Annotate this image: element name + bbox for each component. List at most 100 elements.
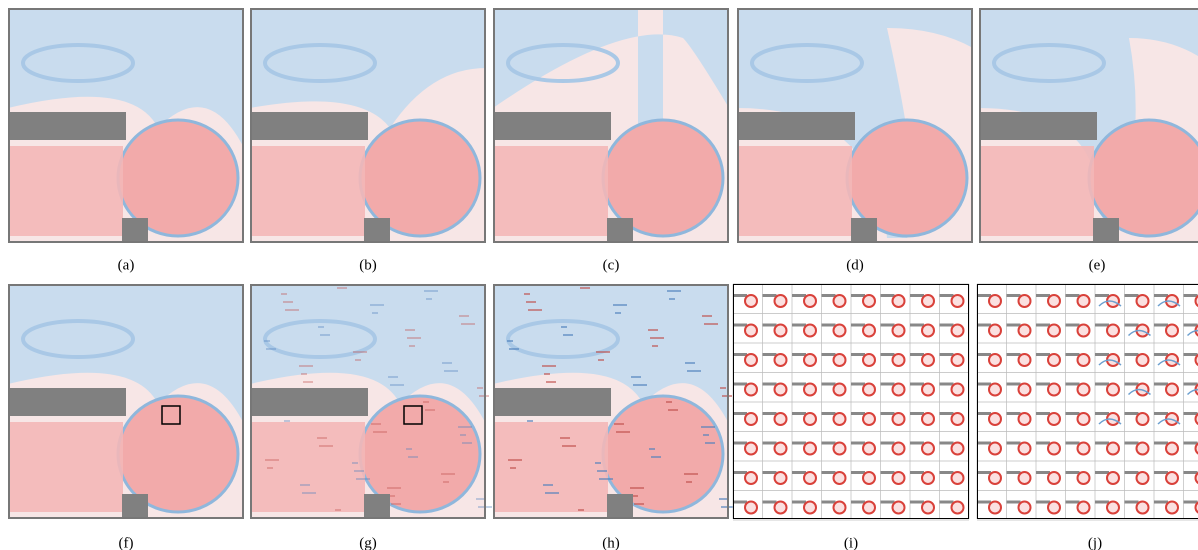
mini-vortex [745,384,757,396]
mini-obstacle [733,383,747,386]
mini-vortex [775,295,787,307]
mini-obstacle [1066,471,1080,474]
obstacle-bar [493,388,611,416]
mini-obstacle [1184,471,1198,474]
mini-obstacle [1125,471,1139,474]
mini-obstacle [1066,324,1080,327]
noise [264,340,270,342]
obstacle-bar [250,112,368,140]
red-region [979,146,1094,236]
noise [650,337,664,339]
mini-obstacle [792,383,806,386]
mini-vortex [1107,384,1119,396]
mini-vortex [989,354,1001,366]
obstacle-bar [8,388,126,416]
mini-vortex [834,443,846,455]
mini-obstacle [1154,324,1168,327]
mini-obstacle [1154,294,1168,297]
mini-obstacle [1095,294,1109,297]
noise [508,459,522,461]
obstacle-bar [737,112,855,140]
noise [443,481,449,483]
mini-obstacle [763,353,777,356]
mini-obstacle [1184,383,1198,386]
mini-vortex [922,354,934,366]
mini-obstacle [851,383,865,386]
obstacle-bar [250,388,368,416]
mini-vortex [989,295,1001,307]
mini-obstacle [792,471,806,474]
subfigure-label: (a) [118,257,135,273]
mini-vortex [1078,443,1090,455]
noise [543,484,553,486]
noise [686,481,692,483]
noise [668,409,678,411]
noise [356,478,370,480]
mini-obstacle [1095,471,1109,474]
mini-vortex [1019,443,1031,455]
mini-vortex [1078,384,1090,396]
mini-obstacle [792,442,806,445]
mini-obstacle [822,412,836,415]
noise [320,334,330,336]
noise [634,503,644,505]
mini-vortex [804,472,816,484]
noise [300,484,310,486]
mini-vortex [863,413,875,425]
noise [687,370,701,372]
mini-obstacle [733,442,747,445]
mini-obstacle [881,294,895,297]
mini-obstacle [1066,294,1080,297]
mini-obstacle [940,353,954,356]
noise [423,401,429,403]
mini-obstacle [881,442,895,445]
mini-vortex [1078,413,1090,425]
mini-vortex [952,325,964,337]
mini-obstacle [763,501,777,504]
mini-vortex [1107,502,1119,514]
mini-obstacle [940,412,954,415]
mini-obstacle [763,324,777,327]
mini-vortex [1137,443,1149,455]
mini-obstacle [977,442,991,445]
noise [461,323,475,325]
noise [614,423,624,425]
mini-obstacle [1007,324,1021,327]
mini-vortex [893,443,905,455]
red-region [250,146,365,236]
noise [705,442,715,444]
noise [510,467,516,469]
noise [509,348,519,350]
mini-vortex [1019,295,1031,307]
noise [562,445,576,447]
obstacle-block [607,494,633,519]
mini-obstacle [763,471,777,474]
mini-vortex [893,295,905,307]
mini-vortex [745,443,757,455]
mini-obstacle [822,471,836,474]
subfigure [8,284,244,519]
mini-obstacle [910,471,924,474]
mini-obstacle [1184,324,1198,327]
mini-vortex [989,443,1001,455]
mini-vortex [745,354,757,366]
mini-obstacle [1154,412,1168,415]
noise [409,345,415,347]
subfigure-label: (j) [1088,535,1102,550]
mini-obstacle [851,324,865,327]
subfigure-label: (d) [846,257,864,273]
mini-vortex [952,472,964,484]
mini-vortex [1137,472,1149,484]
noise [335,509,341,511]
mini-vortex [804,502,816,514]
obstacle-block [122,218,148,243]
noise [299,365,313,367]
mini-vortex [745,472,757,484]
noise [685,362,695,364]
noise [387,487,401,489]
subfigure [737,8,973,243]
mini-obstacle [1036,324,1050,327]
mini-vortex [922,384,934,396]
subfigure [493,284,735,519]
figure: (a)(b)(c)(d)(e)(f)(g)(h)(i)(j) [0,0,1198,550]
